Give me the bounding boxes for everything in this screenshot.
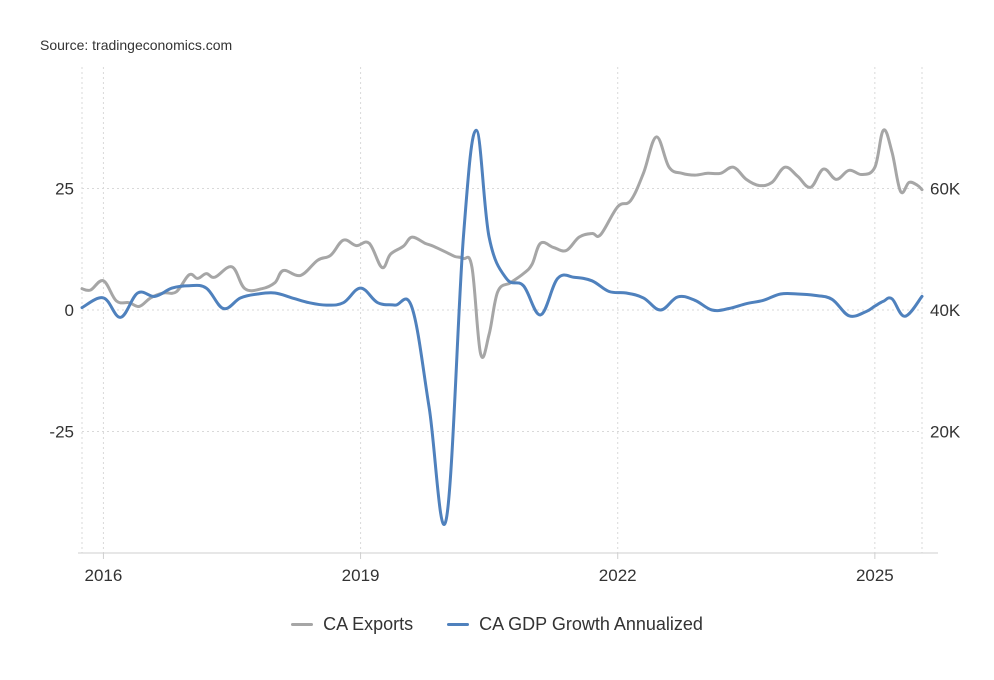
x-tick-label-2022: 2022 (599, 566, 637, 585)
series-line-exports (80, 128, 924, 359)
legend-swatch-gdp-growth (447, 623, 470, 626)
right-tick-label-60K: 60K (930, 180, 961, 199)
series-line-gdp-growth (80, 128, 924, 526)
legend-item-exports[interactable]: CA Exports (291, 614, 413, 635)
chart-area: 2016 2019 2022 2025 25 0 -25 60K 40K 20K (49, 67, 961, 586)
grid (81, 67, 923, 553)
legend-item-gdp-growth[interactable]: CA GDP Growth Annualized (447, 614, 703, 635)
legend-label-gdp-growth: CA GDP Growth Annualized (479, 614, 703, 634)
series-lines (80, 128, 924, 526)
left-tick-label--25: -25 (49, 423, 74, 442)
tick-labels: 2016 2019 2022 2025 25 0 -25 60K 40K 20K (49, 180, 960, 586)
right-tick-label-20K: 20K (930, 423, 961, 442)
legend-swatch-exports (291, 623, 314, 626)
x-tick-label-2025: 2025 (856, 566, 894, 585)
legend: CA Exports CA GDP Growth Annualized (0, 614, 994, 635)
axes (78, 552, 938, 559)
source-label: Source: tradingeconomics.com (40, 37, 233, 53)
left-tick-label-25: 25 (55, 180, 74, 199)
left-tick-label-0: 0 (65, 301, 74, 320)
right-tick-label-40K: 40K (930, 301, 961, 320)
legend-label-exports: CA Exports (323, 614, 414, 634)
x-tick-label-2016: 2016 (85, 566, 123, 585)
x-tick-label-2019: 2019 (342, 566, 380, 585)
